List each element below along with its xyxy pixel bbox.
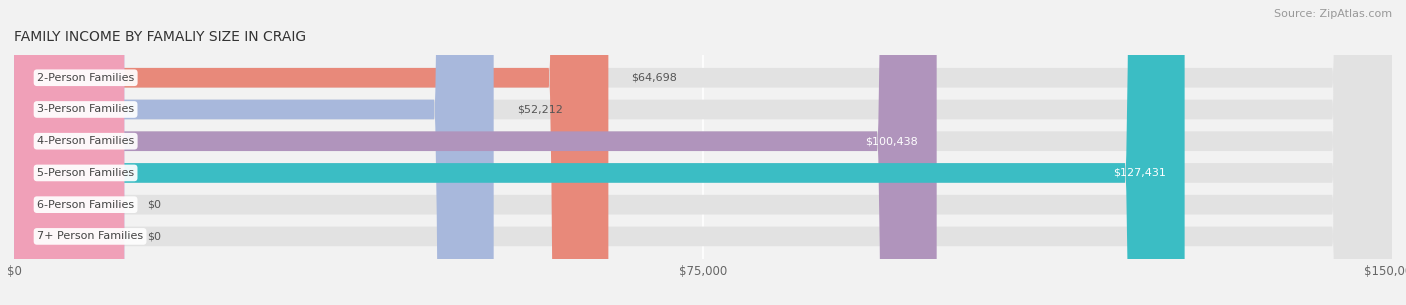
Text: 5-Person Families: 5-Person Families bbox=[37, 168, 134, 178]
FancyBboxPatch shape bbox=[14, 0, 936, 305]
FancyBboxPatch shape bbox=[14, 0, 1392, 305]
Text: $52,212: $52,212 bbox=[516, 105, 562, 114]
FancyBboxPatch shape bbox=[14, 0, 1392, 305]
Text: $100,438: $100,438 bbox=[866, 136, 918, 146]
Text: Source: ZipAtlas.com: Source: ZipAtlas.com bbox=[1274, 9, 1392, 19]
FancyBboxPatch shape bbox=[14, 0, 609, 305]
Text: 3-Person Families: 3-Person Families bbox=[37, 105, 134, 114]
Text: $127,431: $127,431 bbox=[1114, 168, 1166, 178]
Text: $64,698: $64,698 bbox=[631, 73, 678, 83]
FancyBboxPatch shape bbox=[14, 0, 124, 305]
Text: 6-Person Families: 6-Person Families bbox=[37, 200, 134, 210]
FancyBboxPatch shape bbox=[14, 0, 494, 305]
Text: 7+ Person Families: 7+ Person Families bbox=[37, 231, 143, 241]
FancyBboxPatch shape bbox=[14, 0, 1185, 305]
FancyBboxPatch shape bbox=[14, 0, 1392, 305]
FancyBboxPatch shape bbox=[14, 0, 1392, 305]
Text: $0: $0 bbox=[148, 200, 162, 210]
Text: 2-Person Families: 2-Person Families bbox=[37, 73, 135, 83]
Text: FAMILY INCOME BY FAMALIY SIZE IN CRAIG: FAMILY INCOME BY FAMALIY SIZE IN CRAIG bbox=[14, 30, 307, 44]
Text: 4-Person Families: 4-Person Families bbox=[37, 136, 135, 146]
FancyBboxPatch shape bbox=[14, 0, 124, 305]
Text: $0: $0 bbox=[148, 231, 162, 241]
FancyBboxPatch shape bbox=[14, 0, 1392, 305]
FancyBboxPatch shape bbox=[14, 0, 1392, 305]
